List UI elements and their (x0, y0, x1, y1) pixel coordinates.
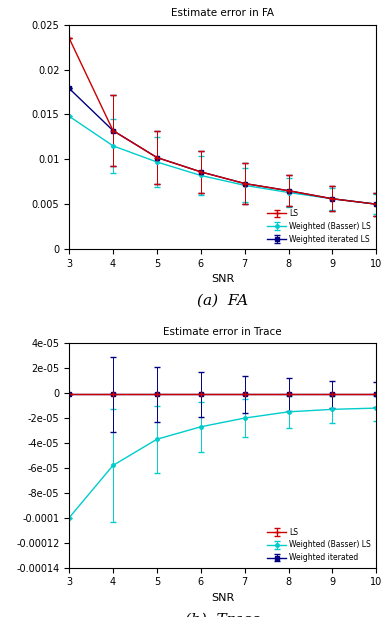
X-axis label: SNR: SNR (211, 275, 234, 284)
Legend: LS, Weighted (Basser) LS, Weighted iterated LS: LS, Weighted (Basser) LS, Weighted itera… (266, 207, 372, 245)
Text: (b)  Trace: (b) Trace (185, 613, 260, 617)
X-axis label: SNR: SNR (211, 593, 234, 603)
Text: (a)  FA: (a) FA (197, 294, 248, 308)
Title: Estimate error in Trace: Estimate error in Trace (164, 327, 282, 337)
Legend: LS, Weighted (Basser) LS, Weighted iterated: LS, Weighted (Basser) LS, Weighted itera… (266, 526, 372, 564)
Title: Estimate error in FA: Estimate error in FA (171, 9, 274, 19)
